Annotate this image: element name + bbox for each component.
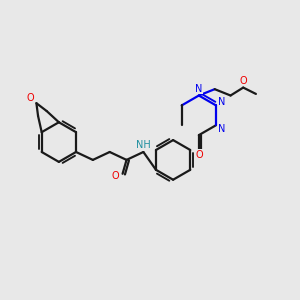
Text: O: O bbox=[112, 171, 119, 181]
Text: N: N bbox=[218, 124, 226, 134]
Text: O: O bbox=[239, 76, 247, 85]
Text: NH: NH bbox=[136, 140, 151, 150]
Text: O: O bbox=[195, 150, 203, 160]
Text: O: O bbox=[27, 93, 34, 103]
Text: N: N bbox=[195, 84, 203, 94]
Text: N: N bbox=[218, 97, 226, 107]
